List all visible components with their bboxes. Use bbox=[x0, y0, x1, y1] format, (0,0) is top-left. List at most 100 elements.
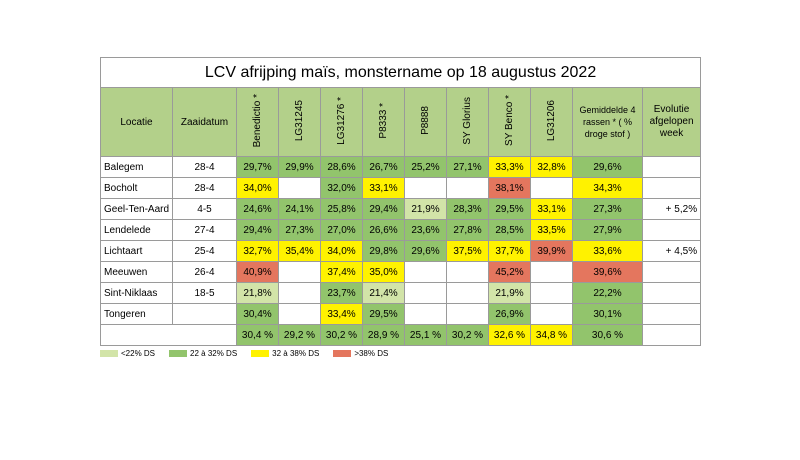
location-cell: Balegem bbox=[100, 156, 173, 178]
value-cell bbox=[404, 261, 447, 283]
value-cell bbox=[446, 177, 489, 199]
value-cell bbox=[530, 282, 573, 304]
value-cell: 29,4% bbox=[236, 219, 279, 241]
value-cell: 26,7% bbox=[362, 156, 405, 178]
value-cell: 26,6% bbox=[362, 219, 405, 241]
location-cell: Sint-Niklaas bbox=[100, 282, 173, 304]
legend-item: >38% DS bbox=[333, 349, 388, 358]
header-cell: Gemiddelde 4 rassen * ( % droge stof ) bbox=[572, 87, 643, 157]
value-cell bbox=[278, 261, 321, 283]
value-cell: 28-4 bbox=[172, 177, 237, 199]
value-cell bbox=[404, 282, 447, 304]
header-cell: Locatie bbox=[100, 87, 173, 157]
value-cell bbox=[446, 261, 489, 283]
legend-label: 22 à 32% DS bbox=[190, 349, 238, 358]
value-cell: 21,4% bbox=[362, 282, 405, 304]
value-cell bbox=[641, 156, 702, 178]
value-cell: 25,8% bbox=[320, 198, 363, 220]
location-cell: Bocholt bbox=[100, 177, 173, 199]
value-cell: 32,6 % bbox=[488, 324, 531, 346]
value-cell: 27,3% bbox=[278, 219, 321, 241]
data-row: Tongeren 30,4% 33,4% 29,5% 26,9% 30,1% bbox=[100, 303, 702, 325]
location-cell: Meeuwen bbox=[100, 261, 173, 283]
value-cell: 33,1% bbox=[530, 198, 573, 220]
empty-cell bbox=[641, 324, 702, 346]
value-cell: 29,7% bbox=[236, 156, 279, 178]
value-cell: 21,9% bbox=[404, 198, 447, 220]
value-cell: 29,2 % bbox=[278, 324, 321, 346]
value-cell: 21,8% bbox=[236, 282, 279, 304]
header-row: Locatie Zaaidatum Benedictio * LG31245 LG3… bbox=[100, 87, 702, 157]
value-cell bbox=[404, 303, 447, 325]
value-cell bbox=[530, 303, 573, 325]
variety-name: Benedictio * bbox=[252, 93, 263, 148]
value-cell bbox=[446, 303, 489, 325]
header-cell: Evolutie afgelopen week bbox=[641, 87, 702, 157]
value-cell: 33,6% bbox=[572, 240, 643, 262]
value-cell: 33,5% bbox=[530, 219, 573, 241]
value-cell: 30,4 % bbox=[236, 324, 279, 346]
value-cell: 25-4 bbox=[172, 240, 237, 262]
legend-label: <22% DS bbox=[121, 349, 156, 358]
value-cell: 28-4 bbox=[172, 156, 237, 178]
value-cell: 33,4% bbox=[320, 303, 363, 325]
legend-swatch bbox=[100, 350, 118, 358]
value-cell: 29,4% bbox=[362, 198, 405, 220]
data-row: Sint-Niklaas 18-5 21,8% 23,7% 21,4% 21,9% 22,2… bbox=[100, 282, 702, 304]
header-cell: SY Benco * bbox=[488, 87, 531, 157]
value-cell: 34,3% bbox=[572, 177, 643, 199]
value-cell bbox=[641, 303, 702, 325]
header-cell: Zaaidatum bbox=[172, 87, 237, 157]
legend-swatch bbox=[169, 350, 188, 358]
value-cell: 29,8% bbox=[362, 240, 405, 262]
value-cell: 24,6% bbox=[236, 198, 279, 220]
value-cell: 25,1 % bbox=[404, 324, 447, 346]
value-cell bbox=[278, 303, 321, 325]
variety-name: LG31276 * bbox=[336, 96, 347, 145]
value-cell bbox=[278, 177, 321, 199]
value-cell: 30,2 % bbox=[320, 324, 363, 346]
location-cell: Geel-Ten-Aard bbox=[100, 198, 173, 220]
value-cell bbox=[446, 282, 489, 304]
ripeness-table: LCV afrijping maïs, monstername op 18 au… bbox=[99, 57, 702, 346]
header-cell: LG31206 bbox=[530, 87, 573, 157]
value-cell: 37,5% bbox=[446, 240, 489, 262]
value-cell: 29,5% bbox=[488, 198, 531, 220]
value-cell: 45,2% bbox=[488, 261, 531, 283]
value-cell: 30,6 % bbox=[572, 324, 643, 346]
legend: <22% DS 22 à 32% DS 32 à 38% DS >38% DS bbox=[100, 349, 700, 358]
value-cell: 29,6% bbox=[404, 240, 447, 262]
value-cell bbox=[404, 177, 447, 199]
value-cell: 27,9% bbox=[572, 219, 643, 241]
value-cell bbox=[641, 219, 702, 241]
legend-item: 22 à 32% DS bbox=[169, 349, 237, 358]
value-cell: 34,0% bbox=[320, 240, 363, 262]
value-cell: 34,0% bbox=[236, 177, 279, 199]
data-row: Lendelede 27-4 29,4% 27,3% 27,0% 26,6% 23,6% 27… bbox=[100, 219, 702, 241]
data-row: Balegem 28-4 29,7% 29,9% 28,6% 26,7% 25,2% 27,1… bbox=[100, 156, 702, 178]
value-cell: 30,2 % bbox=[446, 324, 489, 346]
data-row: Bocholt 28-4 34,0% 32,0% 33,1% 38,1% 34,3% bbox=[100, 177, 702, 199]
value-cell: 38,1% bbox=[488, 177, 531, 199]
data-row: Geel-Ten-Aard 4-5 24,6% 24,1% 25,8% 29,4% 21,9… bbox=[100, 198, 702, 220]
header-cell: P8333 * bbox=[362, 87, 405, 157]
value-cell: 39,6% bbox=[572, 261, 643, 283]
value-cell: 25,2% bbox=[404, 156, 447, 178]
variety-name: LG31206 bbox=[546, 99, 557, 142]
data-row: Lichtaart 25-4 32,7% 35,4% 34,0% 29,8% 29,6% 37… bbox=[100, 240, 702, 262]
value-cell bbox=[172, 303, 237, 325]
value-cell: 27-4 bbox=[172, 219, 237, 241]
value-cell: 23,7% bbox=[320, 282, 363, 304]
legend-item: <22% DS bbox=[100, 349, 155, 358]
value-cell: 37,7% bbox=[488, 240, 531, 262]
location-cell: Lichtaart bbox=[100, 240, 173, 262]
value-cell: 33,3% bbox=[488, 156, 531, 178]
value-cell bbox=[641, 282, 702, 304]
value-cell: 27,1% bbox=[446, 156, 489, 178]
value-cell: 21,9% bbox=[488, 282, 531, 304]
value-cell: 23,6% bbox=[404, 219, 447, 241]
header-cell: Benedictio * bbox=[236, 87, 279, 157]
location-cell: Lendelede bbox=[100, 219, 173, 241]
header-cell: SY Glorius bbox=[446, 87, 489, 157]
